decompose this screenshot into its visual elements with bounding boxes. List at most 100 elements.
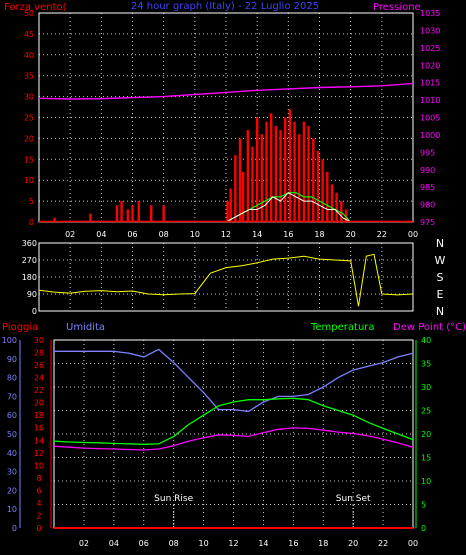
x-tick-label: 12 — [221, 230, 231, 239]
x-tick-label: 16 — [288, 539, 298, 548]
compass-label: E — [437, 288, 444, 301]
pressure-axis-label: Pressione — [373, 2, 421, 13]
x-tick-label: 12 — [228, 539, 238, 548]
humidity-tick-label: 30 — [7, 468, 17, 477]
rain-tick-label: 2 — [36, 511, 41, 520]
x-tick-label: 18 — [318, 539, 328, 548]
temperature-tick-label: 25 — [421, 407, 431, 416]
wind-gust-bar — [251, 146, 254, 222]
rain-tick-label: 22 — [34, 386, 44, 395]
direction-tick-label: 180 — [22, 273, 37, 282]
rain-axis-label: Pioggia — [2, 322, 38, 333]
wind-gust-bar — [321, 159, 324, 222]
dewpoint-axis-label: Dew Point (°C) — [393, 322, 466, 333]
pressure-tick-label: 1025 — [420, 44, 440, 53]
humidity-tick-label: 60 — [7, 411, 17, 420]
x-tick-label: 02 — [65, 230, 75, 239]
x-tick-label: 00 — [408, 230, 418, 239]
rain-tick-label: 12 — [34, 449, 44, 458]
pressure-tick-label: 985 — [420, 183, 435, 192]
x-tick-label: 04 — [109, 539, 119, 548]
humidity-tick-label: 0 — [12, 524, 17, 533]
x-tick-label: 02 — [79, 539, 89, 548]
pressure-tick-label: 1015 — [420, 79, 440, 88]
humidity-tick-label: 40 — [7, 449, 17, 458]
dewpoint-line — [53, 427, 414, 451]
x-tick-label: 10 — [198, 539, 208, 548]
wind-pressure-panel: 0510152025303540455097598098599099510001… — [4, 1, 440, 239]
wind-gust-bar — [326, 171, 329, 222]
wind-gust-bar — [260, 134, 264, 222]
pressure-tick-label: 1035 — [420, 9, 440, 18]
rain-tick-label: 20 — [34, 399, 44, 408]
rain-tick-label: 0 — [36, 524, 41, 533]
sun-annotation-label: Sun Rise — [154, 494, 193, 504]
rain-tick-label: 28 — [34, 349, 44, 358]
x-tick-label: 22 — [378, 539, 388, 548]
wind-gust-bar — [293, 121, 296, 222]
humidity-tick-label: 90 — [7, 355, 17, 364]
humidity-axis-label: Umidita — [66, 322, 105, 333]
rain-tick-label: 14 — [34, 436, 44, 445]
wind-gust-bar — [298, 134, 301, 222]
wind-gust-bar — [131, 205, 134, 222]
rain-tick-label: 10 — [34, 461, 44, 470]
wind-gust-bar — [284, 117, 287, 222]
compass-label: W — [435, 254, 446, 267]
x-tick-label: 04 — [96, 230, 106, 239]
x-tick-label: 06 — [139, 539, 149, 548]
humidity-tick-label: 50 — [7, 430, 17, 439]
wind-tick-label: 15 — [24, 155, 34, 164]
pressure-tick-label: 1030 — [420, 26, 440, 35]
wind-gust-bar — [126, 209, 130, 222]
humidity-temperature-panel: Sun Rise Sun Set 010203040506070809010002… — [2, 322, 466, 548]
pressure-tick-label: 1010 — [420, 96, 440, 105]
wind-tick-label: 5 — [29, 197, 34, 206]
x-tick-label: 16 — [283, 230, 293, 239]
wind-gust-bar — [330, 184, 334, 222]
rain-tick-label: 30 — [34, 336, 44, 345]
pressure-tick-label: 995 — [420, 148, 435, 157]
x-tick-label: 20 — [348, 539, 358, 548]
wind-gust-bar — [316, 150, 320, 222]
humidity-tick-label: 10 — [7, 505, 17, 514]
wind-tick-label: 50 — [24, 9, 34, 18]
temperature-tick-label: 0 — [421, 524, 426, 533]
pressure-tick-label: 1000 — [420, 131, 440, 140]
wind-gust-bar — [288, 109, 292, 222]
wind-tick-label: 10 — [24, 176, 34, 185]
temperature-line — [53, 397, 414, 445]
wind-tick-label: 40 — [24, 51, 34, 60]
pressure-tick-label: 990 — [420, 166, 435, 175]
wind-gust-bar — [312, 138, 315, 222]
temperature-tick-label: 10 — [421, 477, 431, 486]
direction-tick-label: 270 — [22, 256, 37, 265]
temperature-tick-label: 30 — [421, 383, 431, 392]
wind-gust-bar — [120, 201, 123, 222]
pressure-tick-label: 1020 — [420, 61, 440, 70]
wind-gust-bar — [279, 130, 282, 222]
humidity-tick-label: 100 — [2, 336, 17, 345]
humidity-tick-label: 70 — [7, 392, 17, 401]
pressure-tick-label: 1005 — [420, 114, 440, 123]
humidity-tick-label: 80 — [7, 374, 17, 383]
rain-tick-label: 4 — [36, 499, 41, 508]
wind-gust-bar — [162, 205, 165, 222]
wind-gust-bar — [89, 213, 92, 222]
rain-tick-label: 18 — [34, 411, 44, 420]
wind-gust-bar — [344, 209, 348, 222]
x-tick-label: 18 — [314, 230, 324, 239]
temperature-tick-label: 40 — [421, 336, 431, 345]
wind-gust-bar — [150, 205, 153, 222]
rain-tick-label: 24 — [34, 374, 44, 383]
wind-tick-label: 20 — [24, 134, 34, 143]
wind-gust-bar — [255, 117, 259, 222]
wind-gust-bar — [241, 171, 245, 222]
direction-tick-label: 0 — [32, 307, 37, 316]
wind-gust-bar — [229, 188, 232, 222]
x-tick-label: 22 — [377, 230, 387, 239]
direction-tick-label: 90 — [27, 290, 37, 299]
sun-annotation-label: Sun Set — [336, 494, 371, 504]
